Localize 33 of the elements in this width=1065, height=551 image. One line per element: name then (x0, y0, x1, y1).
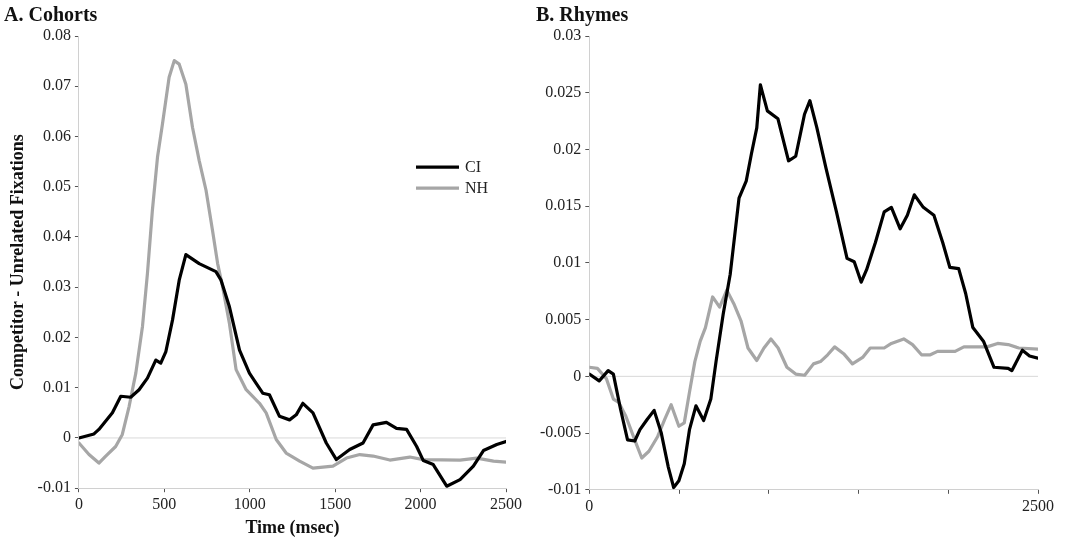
y-tick-label: 0.01 (42, 377, 71, 395)
y-tick-label: 0.03 (42, 277, 71, 295)
x-tick-label: 500 (152, 495, 177, 512)
y-tick-label: 0 (62, 428, 71, 446)
x-axis-title: Time (msec) (245, 516, 340, 538)
y-tick-label: 0 (573, 366, 582, 384)
y-tick-label: 0.05 (42, 176, 71, 194)
y-tick-label: 0.01 (553, 253, 582, 271)
legend-label: NH (465, 179, 489, 197)
y-tick-label: 0.04 (42, 227, 71, 245)
x-tick-label: 0 (585, 496, 594, 514)
chart-title: A. Cohorts (4, 3, 98, 26)
y-tick-label: -0.01 (548, 480, 582, 497)
y-tick-label: 0.07 (42, 76, 71, 94)
y-axis-title: Competitor - Unrelated Fixations (7, 134, 28, 391)
y-tick-label: 0.02 (42, 327, 71, 345)
y-tick-label: -0.01 (37, 478, 71, 496)
y-tick-label: 0.08 (42, 26, 71, 44)
legend-label: CI (465, 158, 481, 176)
y-tick-label: 0.005 (545, 309, 582, 327)
x-tick-label: 2500 (1022, 496, 1054, 514)
y-tick-label: 0.025 (545, 82, 582, 100)
y-tick-label: 0.02 (553, 139, 582, 157)
y-tick-label: 0.03 (553, 26, 582, 44)
x-tick-label: 1500 (319, 495, 352, 512)
y-tick-label: 0.015 (545, 196, 582, 214)
x-tick-label: 2000 (404, 495, 437, 512)
y-tick-label: 0.06 (42, 126, 71, 144)
x-tick-label: 0 (74, 495, 83, 512)
x-tick-label: 2500 (490, 495, 522, 512)
x-tick-label: 1000 (233, 495, 266, 512)
chart-title: B. Rhymes (536, 3, 629, 27)
y-tick-label: -0.005 (540, 423, 582, 441)
